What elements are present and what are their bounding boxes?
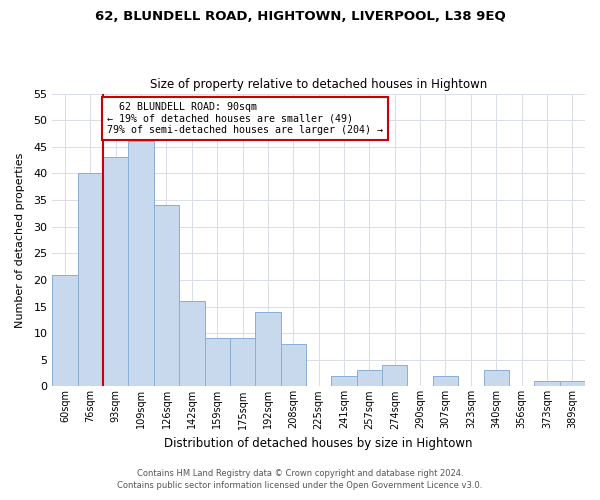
Bar <box>179 301 205 386</box>
Text: Contains HM Land Registry data © Crown copyright and database right 2024.
Contai: Contains HM Land Registry data © Crown c… <box>118 468 482 490</box>
Text: 62, BLUNDELL ROAD, HIGHTOWN, LIVERPOOL, L38 9EQ: 62, BLUNDELL ROAD, HIGHTOWN, LIVERPOOL, … <box>95 10 505 23</box>
Bar <box>205 338 230 386</box>
Bar <box>534 381 560 386</box>
Bar <box>255 312 281 386</box>
Bar <box>560 381 585 386</box>
Bar <box>433 376 458 386</box>
Bar <box>103 158 128 386</box>
Bar <box>128 142 154 386</box>
Bar <box>230 338 255 386</box>
Bar <box>281 344 306 387</box>
Bar <box>52 274 77 386</box>
Y-axis label: Number of detached properties: Number of detached properties <box>15 152 25 328</box>
Title: Size of property relative to detached houses in Hightown: Size of property relative to detached ho… <box>150 78 487 91</box>
X-axis label: Distribution of detached houses by size in Hightown: Distribution of detached houses by size … <box>164 437 473 450</box>
Bar <box>77 174 103 386</box>
Bar <box>331 376 357 386</box>
Bar <box>357 370 382 386</box>
Bar <box>484 370 509 386</box>
Bar <box>154 206 179 386</box>
Bar <box>382 365 407 386</box>
Text: 62 BLUNDELL ROAD: 90sqm
← 19% of detached houses are smaller (49)
79% of semi-de: 62 BLUNDELL ROAD: 90sqm ← 19% of detache… <box>107 102 383 134</box>
